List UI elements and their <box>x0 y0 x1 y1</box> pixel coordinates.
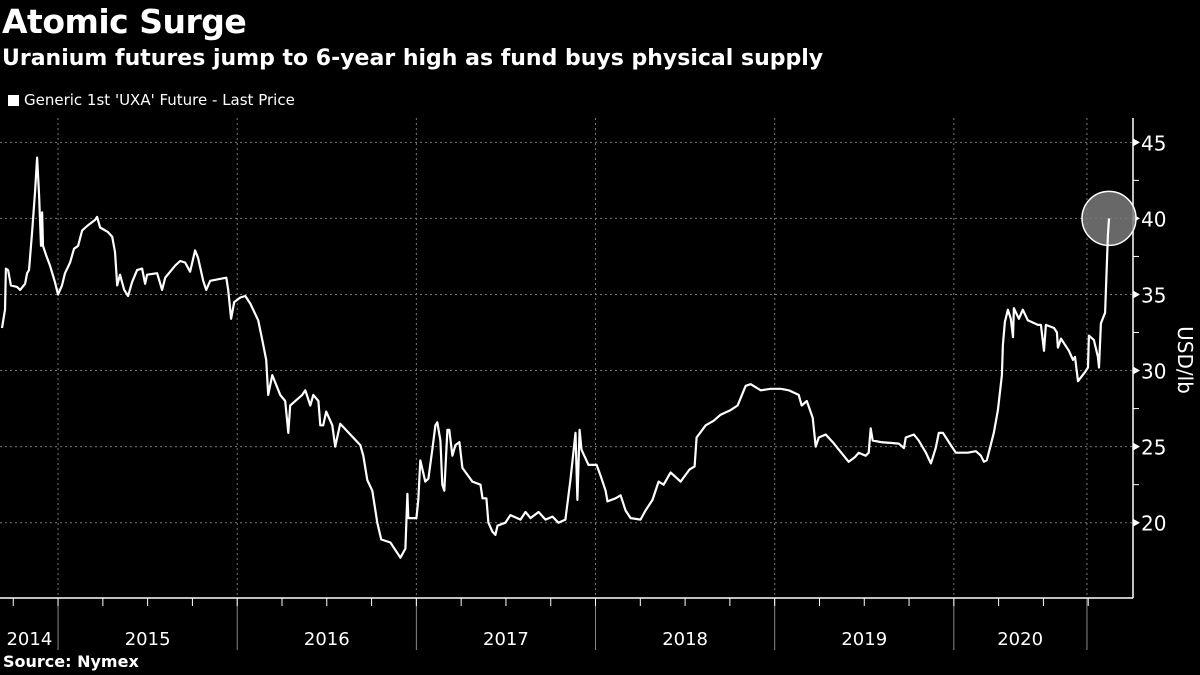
source-note: Source: Nymex <box>3 652 139 671</box>
legend: Generic 1st 'UXA' Future - Last Price <box>8 91 295 109</box>
y-axis-label: USD/lb <box>1173 326 1197 394</box>
y-tick-mark <box>1133 290 1140 299</box>
legend-swatch <box>8 94 19 106</box>
chart-subtitle: Uranium futures jump to 6-year high as f… <box>2 46 824 71</box>
x-tick-label: 2018 <box>662 629 708 650</box>
y-tick-label: 35 <box>1141 283 1166 307</box>
y-tick-mark <box>1133 518 1140 527</box>
y-tick-mark <box>1133 442 1140 451</box>
x-tick-label: 2016 <box>304 629 350 650</box>
x-tick-label: 2017 <box>483 629 529 650</box>
y-tick-label: 25 <box>1141 436 1166 460</box>
y-tick-label: 30 <box>1141 360 1166 384</box>
y-tick-label: 20 <box>1141 512 1166 536</box>
x-tick-label: 2020 <box>997 629 1043 650</box>
y-tick-label: 45 <box>1141 131 1166 155</box>
x-tick-label: 2014 <box>6 629 52 650</box>
price-line <box>0 156 1111 559</box>
y-tick-mark <box>1133 138 1140 147</box>
chart-title: Atomic Surge <box>2 2 247 41</box>
x-tick-label: 2015 <box>125 629 171 650</box>
y-tick-label: 40 <box>1141 207 1166 231</box>
legend-label: Generic 1st 'UXA' Future - Last Price <box>24 91 295 109</box>
y-tick-mark <box>1133 366 1140 375</box>
x-tick-label: 2019 <box>841 629 887 650</box>
